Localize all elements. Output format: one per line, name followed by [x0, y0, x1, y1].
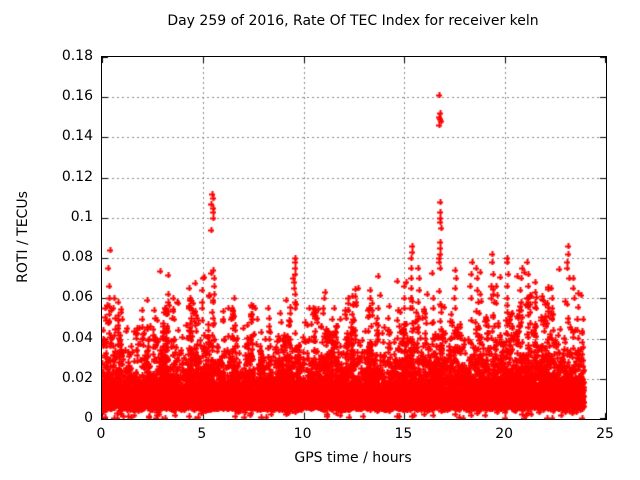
y-tick-label: 0.14 — [61, 128, 93, 145]
plot-area — [101, 56, 607, 420]
y-tick-label: 0.12 — [61, 168, 93, 185]
x-axis-title: GPS time / hours — [294, 450, 412, 466]
y-tick-label: 0.1 — [70, 208, 93, 225]
x-tick-label: 0 — [96, 426, 106, 442]
y-tick-label: 0.18 — [61, 48, 93, 64]
x-tick-label: 25 — [596, 426, 614, 442]
y-tick-label: 0.02 — [61, 369, 93, 386]
x-tick-label: 15 — [394, 426, 413, 442]
y-tick-label: 0.06 — [61, 289, 93, 306]
y-tick-label: 0 — [84, 410, 93, 426]
y-axis-title: ROTI / TECUs — [15, 191, 31, 283]
x-tick-label: 20 — [495, 426, 514, 442]
chart-title: Day 259 of 2016, Rate Of TEC Index for r… — [167, 13, 539, 29]
scatter-canvas — [102, 57, 606, 419]
y-tick-label: 0.04 — [61, 329, 93, 346]
x-tick-label: 5 — [197, 426, 207, 442]
y-tick-label: 0.08 — [61, 249, 93, 266]
x-tick-label: 10 — [293, 426, 312, 442]
y-tick-label: 0.16 — [61, 88, 93, 105]
